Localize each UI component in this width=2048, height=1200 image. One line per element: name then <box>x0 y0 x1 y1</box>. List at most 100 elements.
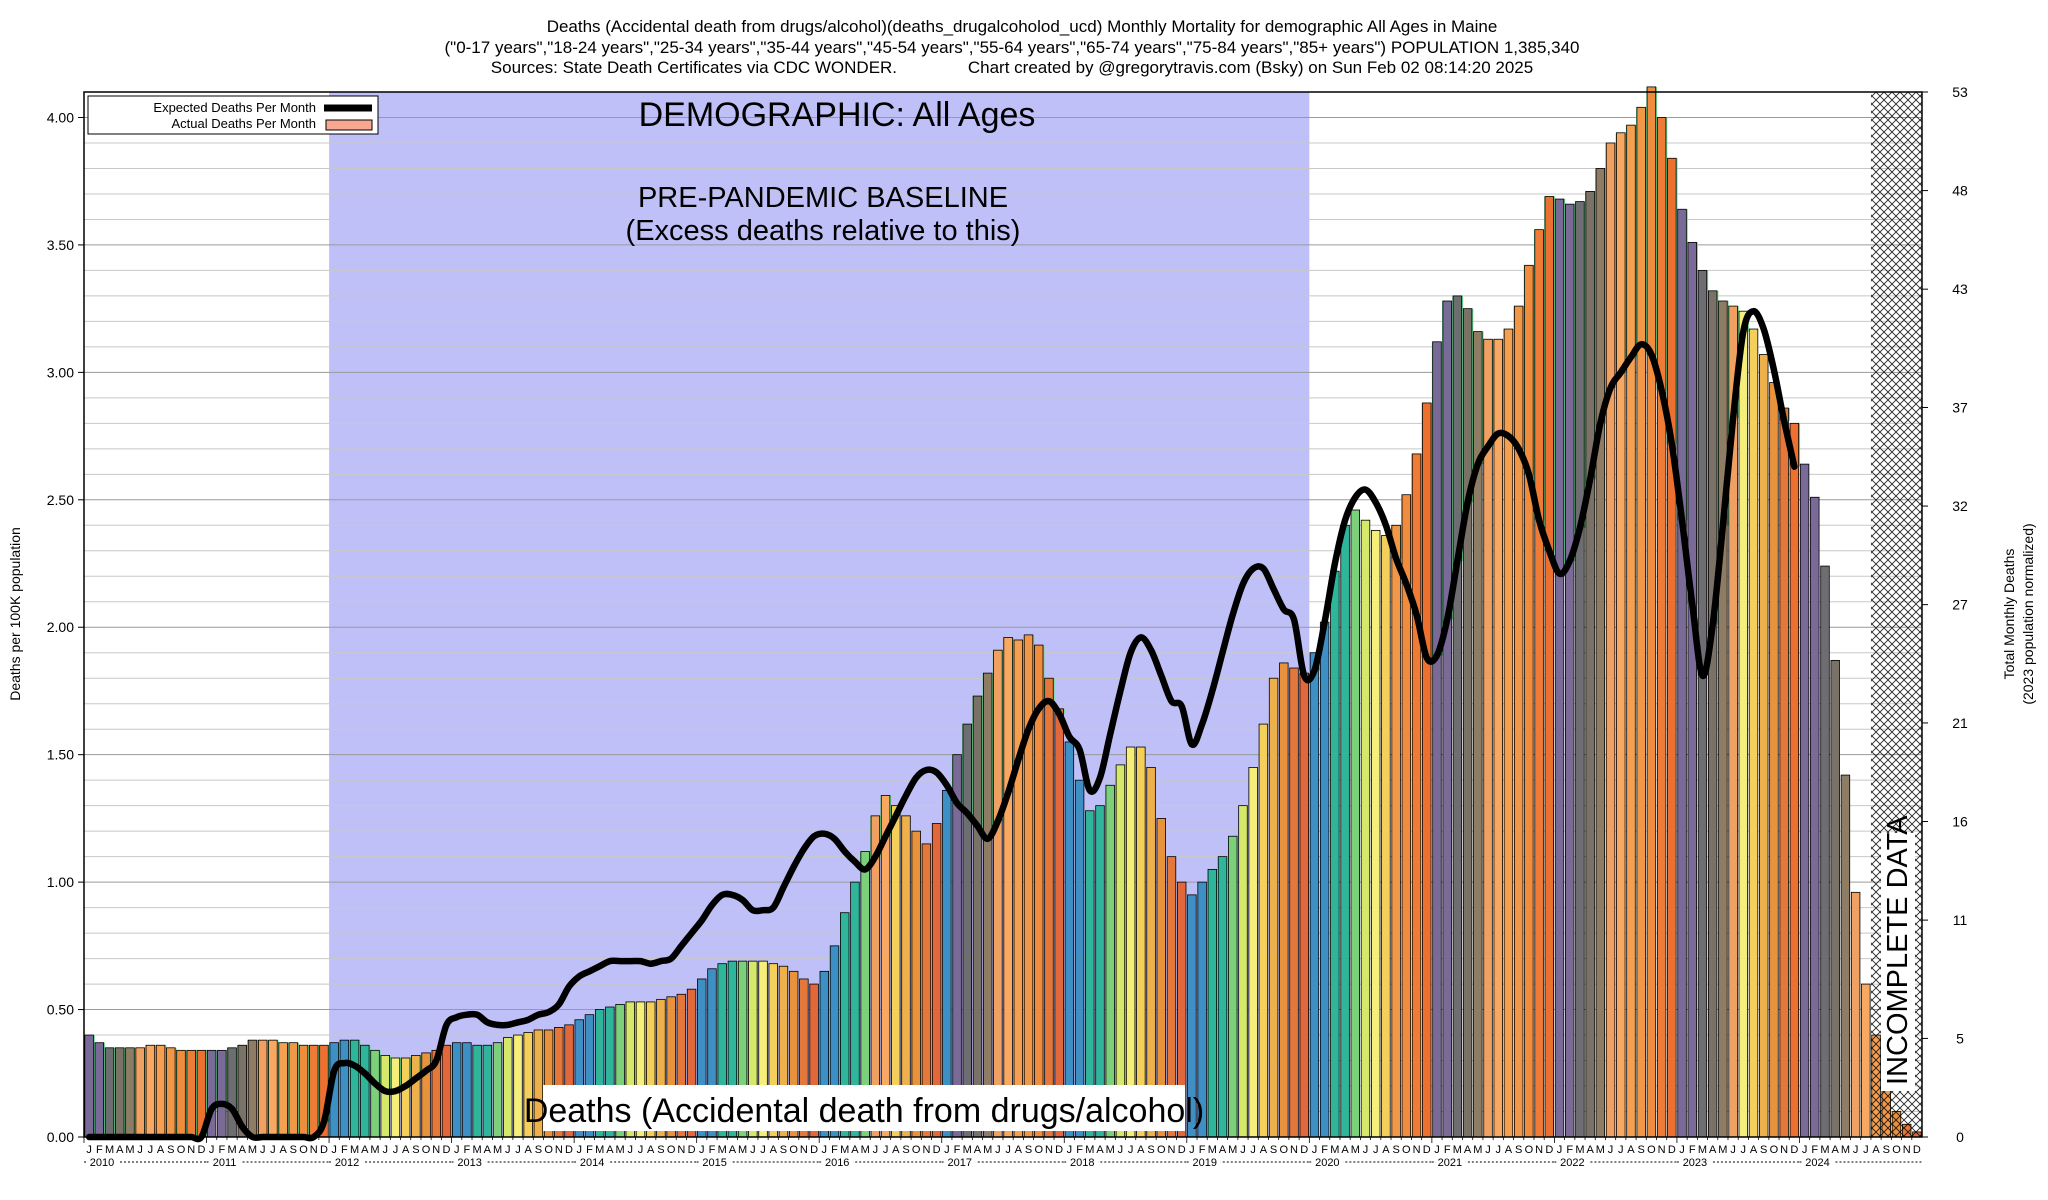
month-tick-label: O <box>544 1144 553 1156</box>
month-tick-label: A <box>1341 1144 1349 1156</box>
month-tick-label: F <box>1811 1144 1818 1156</box>
y2-tick-label: 37 <box>1952 399 1968 415</box>
month-tick-label: O <box>667 1144 676 1156</box>
month-tick-label: O <box>177 1144 186 1156</box>
month-tick-label: J <box>1679 1144 1685 1156</box>
bar <box>1146 767 1156 1138</box>
month-tick-label: J <box>1557 1144 1563 1156</box>
baseline-label-line1: PRE-PANDEMIC BASELINE <box>638 182 1008 214</box>
month-tick-label: J <box>1189 1144 1195 1156</box>
bar <box>115 1047 125 1138</box>
bar <box>1503 328 1514 1138</box>
bar <box>400 1057 411 1138</box>
month-tick-label: N <box>1535 1144 1543 1156</box>
month-tick-label: O <box>789 1144 798 1156</box>
month-tick-label: J <box>1363 1144 1369 1156</box>
month-tick-label: A <box>525 1144 533 1156</box>
bar <box>1299 672 1309 1138</box>
bar <box>1217 856 1228 1138</box>
bar <box>411 1055 421 1138</box>
month-tick-label: O <box>1402 1144 1411 1156</box>
y-axis-title: Deaths per 100K population <box>7 527 23 701</box>
month-tick-label: J <box>1485 1144 1491 1156</box>
year-tick-label: 2013 <box>457 1157 481 1169</box>
month-tick-label: S <box>902 1144 909 1156</box>
bar <box>1248 767 1258 1138</box>
month-tick-label: A <box>279 1144 287 1156</box>
year-tick-label: 2022 <box>1560 1157 1584 1169</box>
month-tick-label: A <box>1627 1144 1635 1156</box>
y-tick-label: 2.00 <box>47 619 74 635</box>
month-tick-label: J <box>1373 1144 1379 1156</box>
bar <box>1422 402 1432 1138</box>
month-tick-label: M <box>595 1144 604 1156</box>
year-tick-label: 2021 <box>1438 1157 1462 1169</box>
bar <box>1074 779 1085 1138</box>
month-tick-label: J <box>1005 1144 1011 1156</box>
bar <box>1115 764 1126 1138</box>
month-tick-label: M <box>248 1144 257 1156</box>
month-tick-label: J <box>331 1144 337 1156</box>
month-tick-label: N <box>310 1144 318 1156</box>
month-tick-label: J <box>760 1144 766 1156</box>
month-tick-label: J <box>944 1144 950 1156</box>
bar <box>513 1034 523 1138</box>
month-tick-label: N <box>1045 1144 1053 1156</box>
bar <box>1738 310 1749 1138</box>
month-tick-label: D <box>1913 1144 1921 1156</box>
bar <box>1748 328 1759 1138</box>
bar <box>1023 634 1034 1138</box>
month-tick-label: N <box>922 1144 930 1156</box>
bar <box>1391 524 1401 1138</box>
month-tick-label: O <box>1280 1144 1289 1156</box>
bar <box>462 1042 472 1138</box>
bar <box>1636 106 1646 1138</box>
bar <box>1371 529 1381 1138</box>
bar <box>1432 341 1442 1138</box>
year-tick-label: 2023 <box>1683 1157 1707 1169</box>
bar <box>1319 621 1330 1138</box>
bar <box>1483 338 1493 1138</box>
month-tick-label: J <box>1741 1144 1747 1156</box>
month-tick-label: J <box>1250 1144 1256 1156</box>
month-tick-label: A <box>484 1144 492 1156</box>
month-tick-label: M <box>840 1144 849 1156</box>
bar <box>1799 463 1810 1138</box>
bar <box>1044 677 1054 1138</box>
month-tick-label: S <box>1025 1144 1032 1156</box>
bar <box>1442 300 1452 1138</box>
month-tick-label: N <box>677 1144 685 1156</box>
bottom-label: Deaths (Accidental death from drugs/alco… <box>524 1092 1204 1130</box>
legend: Expected Deaths Per Month Actual Deaths … <box>87 95 379 135</box>
month-tick-label: J <box>628 1144 634 1156</box>
month-tick-label: N <box>432 1144 440 1156</box>
month-tick-label: S <box>1883 1144 1890 1156</box>
month-tick-label: A <box>361 1144 369 1156</box>
month-tick-label: N <box>187 1144 195 1156</box>
bar <box>360 1044 370 1138</box>
bar <box>1830 659 1840 1138</box>
year-tick-label: 2018 <box>1070 1157 1094 1169</box>
month-tick-label: N <box>1290 1144 1298 1156</box>
month-tick-label: M <box>1106 1144 1115 1156</box>
bar <box>309 1044 319 1138</box>
bar <box>1054 708 1064 1138</box>
bar <box>186 1049 196 1138</box>
month-tick-label: A <box>1750 1144 1758 1156</box>
bar <box>1003 637 1013 1138</box>
month-tick-label: F <box>1444 1144 1451 1156</box>
y-tick-label: 0.50 <box>47 1002 74 1018</box>
month-tick-label: S <box>412 1144 419 1156</box>
year-tick-label: 2012 <box>335 1157 359 1169</box>
month-tick-label: M <box>1351 1144 1360 1156</box>
bar <box>1759 354 1769 1138</box>
month-tick-label: F <box>1199 1144 1206 1156</box>
y-tick-label: 4.00 <box>47 109 74 125</box>
baseline-label-line2: (Excess deaths relative to this) <box>626 215 1021 247</box>
month-tick-label: A <box>1586 1144 1594 1156</box>
month-tick-label: D <box>1423 1144 1431 1156</box>
month-tick-label: D <box>688 1144 696 1156</box>
bar <box>339 1039 350 1138</box>
month-tick-label: M <box>370 1144 379 1156</box>
